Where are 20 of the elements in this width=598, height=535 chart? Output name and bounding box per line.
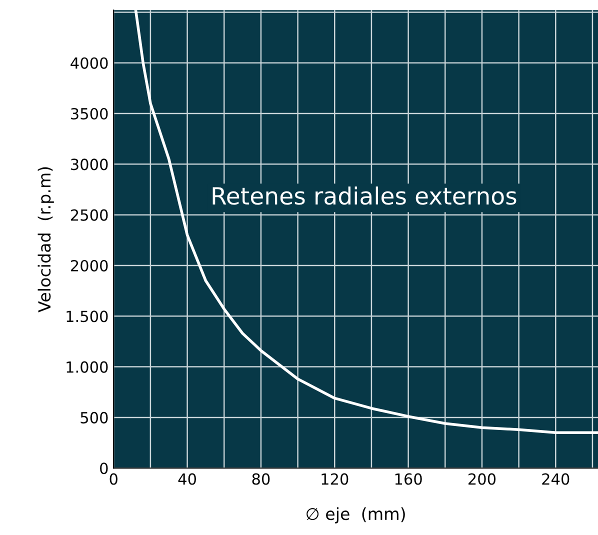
y-tick-label: 2000 bbox=[70, 260, 108, 272]
y-tick-label: 500 bbox=[80, 412, 108, 424]
annotation: Retenes radiales externos bbox=[212, 186, 516, 205]
y-axis-title: Velocidad (r.p.m) bbox=[38, 167, 54, 312]
x-tick-label: 80 bbox=[252, 473, 270, 485]
x-tick-label: 0 bbox=[110, 473, 118, 485]
y-tick-label: 0 bbox=[100, 462, 108, 474]
x-tick-label: 120 bbox=[322, 473, 348, 485]
x-tick-label: 200 bbox=[468, 473, 496, 485]
y-tick-label: 4000 bbox=[70, 57, 108, 69]
x-tick-label: 240 bbox=[542, 473, 570, 485]
y-tick-label: 1.000 bbox=[66, 361, 108, 373]
y-tick-label: 1.500 bbox=[66, 310, 108, 322]
y-tick-label: 2500 bbox=[70, 209, 108, 221]
y-tick-label: 3000 bbox=[71, 158, 108, 170]
x-tick-label: 160 bbox=[395, 473, 422, 485]
line-series bbox=[134, 10, 598, 434]
x-axis-title: ∅ eje (mm) bbox=[306, 507, 405, 524]
y-tick-label: 3500 bbox=[71, 108, 108, 120]
x-tick-label: 40 bbox=[178, 473, 196, 485]
